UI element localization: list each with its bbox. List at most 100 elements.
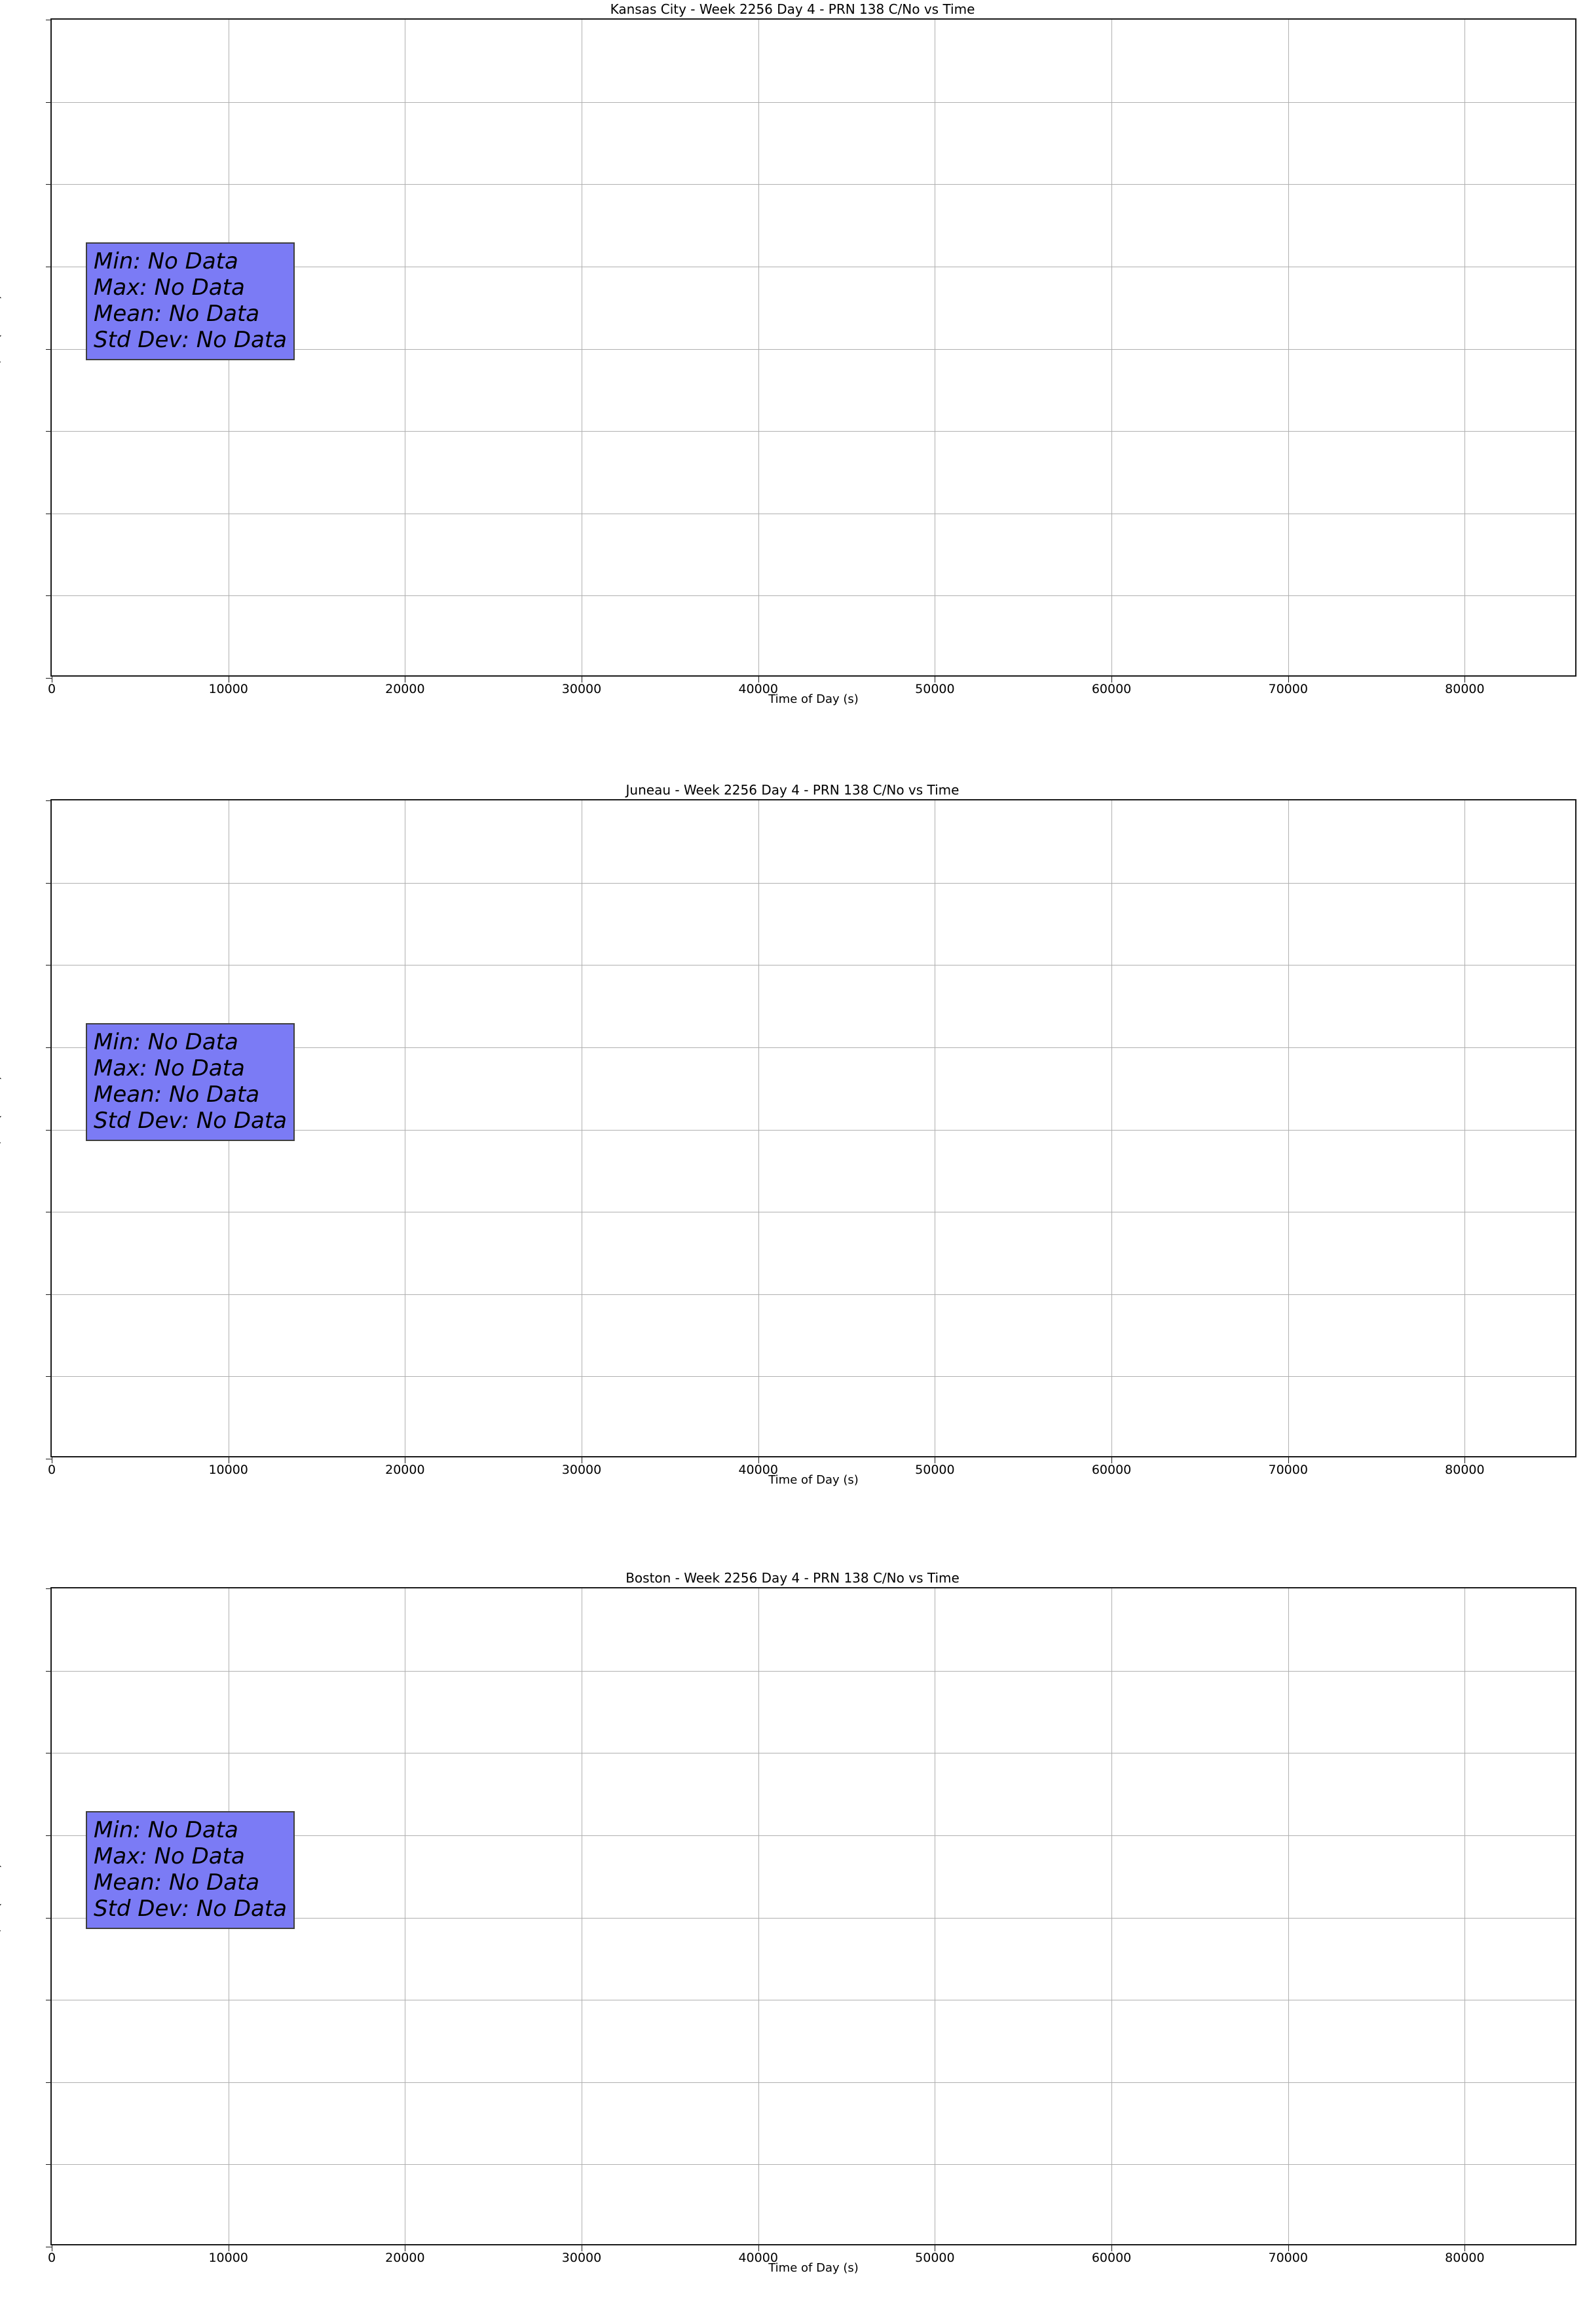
- x-tick-mark: [758, 1457, 759, 1463]
- x-tick-label: 30000: [561, 2251, 602, 2265]
- gridline-vertical: [1464, 1588, 1466, 2244]
- gridline-horizontal: [52, 882, 1575, 884]
- gridline-vertical: [1464, 20, 1466, 675]
- y-tick-mark: [46, 678, 52, 679]
- gridline-horizontal: [52, 2164, 1575, 2165]
- x-tick-label: 50000: [915, 1463, 955, 1477]
- gridline-horizontal: [52, 1835, 1575, 1836]
- gridline-horizontal: [52, 1917, 1575, 1919]
- y-tick-mark: [46, 1670, 52, 1672]
- plot-area: Min: No Data Max: No Data Mean: No Data …: [46, 18, 1576, 696]
- x-axis-label: Time of Day (s): [768, 692, 859, 706]
- y-tick-mark: [46, 595, 52, 597]
- x-tick-label: 40000: [738, 2251, 778, 2265]
- x-tick-label: 10000: [208, 2251, 248, 2265]
- gridline-horizontal: [52, 348, 1575, 350]
- gridline-vertical: [758, 1588, 759, 2244]
- x-axis-label: Time of Day (s): [768, 1473, 859, 1487]
- gridline-horizontal: [52, 1294, 1575, 1295]
- y-tick-mark: [46, 1376, 52, 1378]
- gridline-vertical: [1111, 1588, 1113, 2244]
- gridline-horizontal: [52, 431, 1575, 432]
- y-tick-mark: [46, 1917, 52, 1919]
- gridline-vertical: [1288, 20, 1289, 675]
- y-tick-mark: [46, 102, 52, 103]
- stats-std-dev: Std Dev: No Data: [94, 327, 288, 353]
- x-tick-label: 0: [47, 682, 56, 696]
- stats-min: Min: No Data: [94, 1817, 238, 1843]
- y-tick-mark: [46, 2164, 52, 2165]
- x-tick-mark: [1464, 1457, 1466, 1463]
- gridline-horizontal: [52, 102, 1575, 103]
- x-tick-label: 20000: [385, 2251, 425, 2265]
- gridline-vertical: [1288, 1588, 1289, 2244]
- stats-mean: Mean: No Data: [94, 1869, 260, 1896]
- x-tick-mark: [1111, 2245, 1113, 2251]
- gridlines: [52, 1588, 1575, 2244]
- stats-annotation-box: Min: No Data Max: No Data Mean: No Data …: [86, 1023, 295, 1141]
- x-tick-label: 20000: [385, 1463, 425, 1477]
- x-tick-label: 60000: [1091, 1463, 1132, 1477]
- x-tick-label: 30000: [561, 1463, 602, 1477]
- y-tick-mark: [46, 800, 52, 801]
- chart-panel-boston: Boston - Week 2256 Day 4 - PRN 138 C/No …: [0, 1569, 1585, 2285]
- x-tick-label: 50000: [915, 2251, 955, 2265]
- y-tick-mark: [46, 184, 52, 185]
- x-tick-label: 70000: [1268, 1463, 1308, 1477]
- x-tick-label: 10000: [208, 1463, 248, 1477]
- x-tick-label: 0: [47, 2251, 56, 2265]
- y-tick-mark: [46, 1047, 52, 1048]
- gridline-horizontal: [52, 1376, 1575, 1378]
- y-tick-mark: [46, 348, 52, 350]
- y-tick-mark: [46, 2082, 52, 2083]
- x-tick-label: 40000: [738, 682, 778, 696]
- x-tick-mark: [1464, 677, 1466, 683]
- chart-panel-juneau: Juneau - Week 2256 Day 4 - PRN 138 C/No …: [0, 781, 1585, 1497]
- stats-std-dev: Std Dev: No Data: [94, 1896, 288, 1922]
- y-tick-mark: [46, 882, 52, 884]
- stats-annotation-box: Min: No Data Max: No Data Mean: No Data …: [86, 242, 295, 360]
- gridline-vertical: [758, 20, 759, 675]
- stats-mean: Mean: No Data: [94, 1081, 260, 1108]
- gridline-vertical: [1464, 800, 1466, 1456]
- x-tick-label: 20000: [385, 682, 425, 696]
- stats-max: Max: No Data: [94, 1843, 245, 1869]
- x-tick-mark: [758, 677, 759, 683]
- stats-min: Min: No Data: [94, 1029, 238, 1055]
- x-tick-mark: [1288, 2245, 1289, 2251]
- y-tick-mark: [46, 1835, 52, 1836]
- y-tick-mark: [46, 1294, 52, 1295]
- x-tick-mark: [1464, 2245, 1466, 2251]
- x-tick-label: 50000: [915, 682, 955, 696]
- chart-panel-kansas-city: Kansas City - Week 2256 Day 4 - PRN 138 …: [0, 0, 1585, 716]
- y-tick-mark: [46, 1588, 52, 1589]
- x-tick-label: 60000: [1091, 2251, 1132, 2265]
- x-tick-label: 60000: [1091, 682, 1132, 696]
- stats-mean: Mean: No Data: [94, 301, 260, 327]
- panel-title: Boston - Week 2256 Day 4 - PRN 138 C/No …: [625, 1570, 960, 1586]
- stats-std-dev: Std Dev: No Data: [94, 1108, 288, 1134]
- y-axis-label: C/No (dB-Hz): [0, 294, 3, 371]
- gridline-vertical: [1111, 800, 1113, 1456]
- x-tick-label: 10000: [208, 682, 248, 696]
- x-tick-label: 70000: [1268, 2251, 1308, 2265]
- x-tick-mark: [1111, 677, 1113, 683]
- y-axis-label: C/No (dB-Hz): [0, 1075, 3, 1152]
- y-tick-mark: [46, 431, 52, 432]
- gridline-vertical: [1111, 20, 1113, 675]
- x-tick-label: 30000: [561, 682, 602, 696]
- x-tick-label: 80000: [1445, 2251, 1485, 2265]
- x-tick-label: 70000: [1268, 682, 1308, 696]
- panel-title: Juneau - Week 2256 Day 4 - PRN 138 C/No …: [625, 782, 960, 798]
- plot-area: Min: No Data Max: No Data Mean: No Data …: [46, 799, 1576, 1476]
- x-tick-mark: [1288, 1457, 1289, 1463]
- gridline-horizontal: [52, 1129, 1575, 1131]
- x-tick-mark: [1111, 1457, 1113, 1463]
- y-axis-label: C/No (dB-Hz): [0, 1863, 3, 1940]
- x-tick-mark: [1288, 677, 1289, 683]
- stats-annotation-box: Min: No Data Max: No Data Mean: No Data …: [86, 1811, 295, 1929]
- x-tick-label: 80000: [1445, 682, 1485, 696]
- stats-min: Min: No Data: [94, 248, 238, 274]
- gridline-horizontal: [52, 595, 1575, 597]
